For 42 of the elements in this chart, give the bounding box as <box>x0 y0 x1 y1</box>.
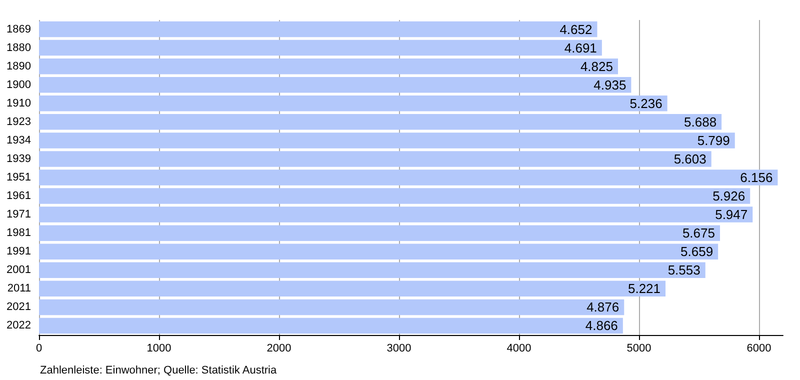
data-label: 5.688 <box>684 114 717 130</box>
data-label: 5.236 <box>630 96 662 111</box>
y-tick-label: 1961 <box>6 190 31 202</box>
y-tick-label: 1951 <box>6 172 31 184</box>
y-tick-label: 1869 <box>6 23 31 36</box>
data-label: 5.799 <box>697 132 730 148</box>
y-tick-label: 1890 <box>6 60 31 72</box>
y-tick-label: 2021 <box>6 301 31 314</box>
data-label: 5.659 <box>680 244 714 260</box>
x-tick-label: 5000 <box>626 342 652 354</box>
data-label: 4.866 <box>585 318 618 334</box>
text: Zahlenleiste: Einwohner; Quelle: Statistik Austria <box>40 364 278 376</box>
y-tick-label: 1900 <box>6 78 31 91</box>
data-label: 5.926 <box>712 188 746 204</box>
data-label: 4.691 <box>564 40 597 56</box>
data-label: 5.553 <box>668 262 700 278</box>
y-tick-label: 1981 <box>6 227 31 240</box>
y-tick-label: 2022 <box>6 320 31 332</box>
x-tick-label: 0 <box>36 342 42 354</box>
x-tick-label: 6000 <box>746 342 772 354</box>
data-label: 4.876 <box>586 300 620 315</box>
data-label: 5.603 <box>674 151 706 166</box>
x-tick-label: 4000 <box>506 342 532 354</box>
y-tick-label: 1991 <box>6 246 31 258</box>
x-tick-label: 2000 <box>266 342 292 354</box>
y-tick-label: 2001 <box>6 264 31 276</box>
data-label: 4.935 <box>594 77 626 92</box>
y-tick-label: 1934 <box>6 134 31 146</box>
data-label: 6.156 <box>740 170 773 185</box>
data-label: 5.221 <box>628 281 661 296</box>
y-tick-label: 1971 <box>6 208 31 221</box>
data-label: 4.652 <box>560 22 592 37</box>
y-tick-label: 1880 <box>6 42 31 54</box>
x-tick-label: 1000 <box>146 342 172 354</box>
data-label: 5.947 <box>715 207 748 222</box>
y-tick-label: 2011 <box>7 282 31 295</box>
y-tick-label: 1910 <box>6 97 31 110</box>
data-label: 5.675 <box>682 226 715 241</box>
x-tick-label: 3000 <box>386 342 412 354</box>
data-label: 4.825 <box>580 58 613 74</box>
y-tick-label: 1923 <box>6 116 31 128</box>
y-tick-label: 1939 <box>6 152 31 165</box>
